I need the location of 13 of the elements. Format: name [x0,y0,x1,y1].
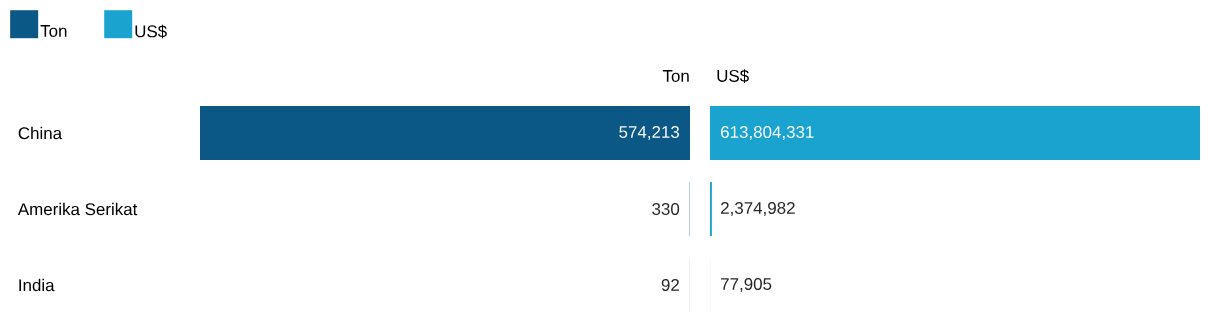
data-label: 613,804,331 [721,126,814,141]
chart-title: Ton [662,70,689,82]
data-label: 92 [661,279,679,292]
data-label: 2,374,982 [721,202,795,217]
legend-label: US$ [135,24,167,39]
legend-label: Ton [40,25,67,37]
chart-title: US$ [717,69,749,83]
data-label: 77,905 [721,278,772,293]
y-tick-label: India [19,278,55,292]
data-label: 574,213 [619,126,680,141]
data-label: 330 [652,203,680,216]
y-tick-label: Amerika Serikat [17,202,138,216]
y-tick-label: China [18,126,63,140]
